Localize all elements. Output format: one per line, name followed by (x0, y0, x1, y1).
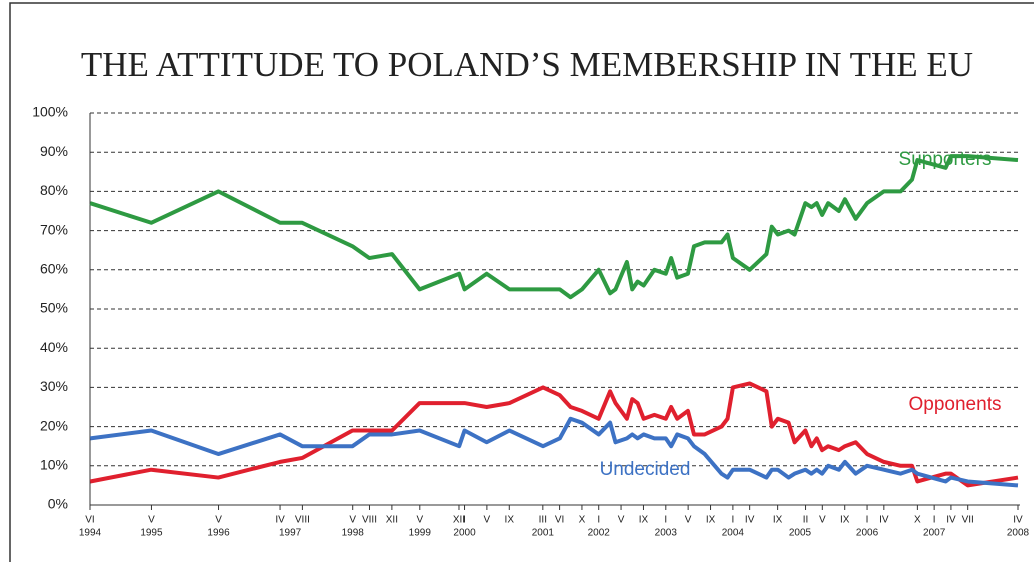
y-tick-label: 60% (40, 261, 68, 277)
x-tick-label: IV (1013, 515, 1023, 526)
frame (9, 2, 1034, 562)
y-tick-label: 20% (40, 417, 68, 433)
year-label: 2003 (655, 528, 678, 539)
x-tick-label: I (664, 515, 667, 526)
year-label: 2000 (453, 528, 476, 539)
x-tick-label: IX (706, 515, 716, 526)
y-tick-label: 50% (40, 300, 68, 316)
x-tick-label: I (597, 515, 600, 526)
y-tick-label: 80% (40, 182, 68, 198)
x-tick-label: V (618, 515, 625, 526)
x-tick-label: IV (275, 515, 285, 526)
chart-title: THE ATTITUDE TO POLAND’S MEMBERSHIP IN T… (81, 45, 973, 84)
x-tick-label: XII (386, 515, 398, 526)
y-tick-label: 70% (40, 221, 68, 237)
x-tick-label: IV (879, 515, 889, 526)
year-label: 1999 (409, 528, 432, 539)
x-tick-label: XII (453, 515, 465, 526)
x-tick-label: V (819, 515, 826, 526)
year-label: 1995 (140, 528, 163, 539)
series-line (89, 154, 1019, 300)
year-label: 2005 (789, 528, 812, 539)
y-tick-label: 0% (48, 496, 68, 512)
x-tick-label: I (463, 515, 466, 526)
x-tick-label: IX (773, 515, 783, 526)
x-tick-label: V (416, 515, 423, 526)
series-label: Supporters (899, 149, 992, 170)
series-line (89, 416, 1019, 488)
year-label: 2007 (923, 528, 946, 539)
y-tick-label: 10% (40, 457, 68, 473)
x-tick-label: V (148, 515, 155, 526)
x-tick-label: V (685, 515, 692, 526)
series-line (89, 381, 1019, 488)
year-label: 1996 (207, 528, 230, 539)
x-tick-label: II (803, 515, 809, 526)
year-label: 2001 (532, 528, 555, 539)
x-tick-label: X (914, 515, 921, 526)
x-tick-label: V (484, 515, 491, 526)
y-tick-label: 40% (40, 339, 68, 355)
series-label: Undecided (600, 459, 691, 480)
year-label: 1998 (342, 528, 365, 539)
y-tick-label: 30% (40, 378, 68, 394)
x-tick-label: III (539, 515, 547, 526)
year-label: 1994 (79, 528, 102, 539)
x-tick-label: V (215, 515, 222, 526)
x-tick-label: VI (555, 515, 564, 526)
x-tick-label: VIII (295, 515, 310, 526)
year-label: 2008 (1007, 528, 1030, 539)
year-label: 2002 (588, 528, 611, 539)
y-tick-label: 100% (32, 104, 68, 120)
x-tick-label: I (731, 515, 734, 526)
x-tick-label: VIII (362, 515, 377, 526)
x-tick-label: I (933, 515, 936, 526)
x-tick-label: V (349, 515, 356, 526)
year-label: 2006 (856, 528, 879, 539)
x-tick-label: VI (85, 515, 94, 526)
x-tick-label: X (579, 515, 586, 526)
x-tick-label: IX (840, 515, 850, 526)
x-tick-label: IV (946, 515, 956, 526)
x-tick-label: IX (505, 515, 515, 526)
year-label: 1997 (279, 528, 302, 539)
x-tick-label: IV (745, 515, 755, 526)
x-tick-label: VII (962, 515, 974, 526)
series-label: Opponents (909, 394, 1002, 415)
y-tick-label: 90% (40, 143, 68, 159)
year-label: 2004 (722, 528, 745, 539)
x-tick-label: I (866, 515, 869, 526)
x-tick-label: IX (639, 515, 649, 526)
